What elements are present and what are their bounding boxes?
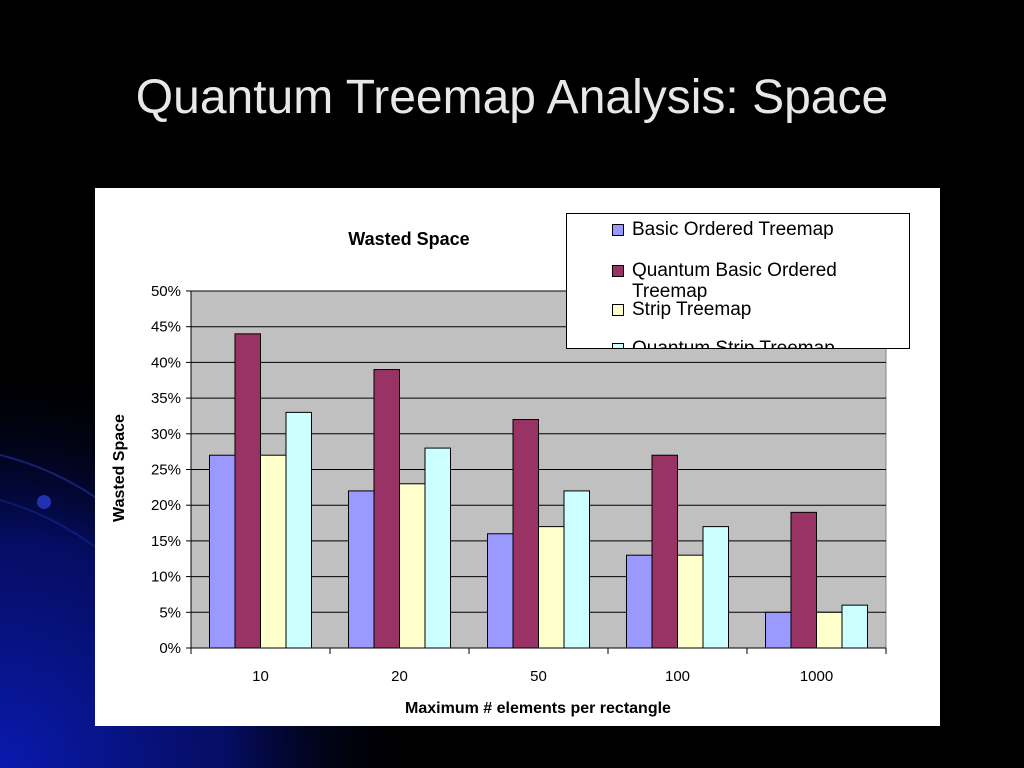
x-tick-label: 1000 xyxy=(800,668,833,685)
y-tick-label: 15% xyxy=(151,533,181,550)
bar xyxy=(626,554,653,649)
bar xyxy=(790,511,817,649)
bar xyxy=(512,419,539,649)
bar xyxy=(348,490,375,649)
x-tick-label: 10 xyxy=(252,668,269,685)
bar xyxy=(373,369,400,649)
legend-item: Strip Treemap xyxy=(612,299,902,320)
bar xyxy=(765,611,792,649)
y-tick-label: 40% xyxy=(151,354,181,371)
legend-swatch xyxy=(612,265,624,277)
bar xyxy=(487,533,514,649)
x-tick-label: 20 xyxy=(391,668,408,685)
bar xyxy=(538,526,565,649)
legend-swatch xyxy=(612,224,624,236)
y-tick-label: 0% xyxy=(159,640,181,657)
y-tick-label: 45% xyxy=(151,319,181,336)
legend-label: Strip Treemap xyxy=(632,299,752,320)
bar xyxy=(424,447,451,649)
y-axis-label: Wasted Space xyxy=(111,414,128,522)
bar xyxy=(234,333,261,649)
y-tick-label: 20% xyxy=(151,497,181,514)
slide-title: Quantum Treemap Analysis: Space xyxy=(135,71,889,124)
bar xyxy=(399,483,426,649)
bar xyxy=(209,454,236,649)
legend-swatch xyxy=(612,304,624,316)
legend-label: Quantum Strip Treemap xyxy=(632,338,835,349)
x-tick-label: 100 xyxy=(665,668,690,685)
legend-label: Basic Ordered Treemap xyxy=(632,219,834,240)
dot-decoration xyxy=(37,495,51,509)
chart-panel: 0% 5% 10% 15% 20% 25% 30% 35% 40% 45% 50% 10 20 50 100… xyxy=(95,188,940,726)
legend-swatch xyxy=(612,343,624,348)
legend-label: Quantum Basic Ordered Treemap xyxy=(632,260,837,302)
chart-legend: Basic Ordered Treemap Quantum Basic Orde… xyxy=(566,213,910,349)
bar xyxy=(563,490,590,649)
bar xyxy=(677,554,704,649)
y-tick-label: 35% xyxy=(151,390,181,407)
legend-item: Quantum Basic Ordered Treemap xyxy=(612,260,902,302)
bar xyxy=(285,411,312,649)
y-tick-label: 30% xyxy=(151,426,181,443)
y-tick-label: 25% xyxy=(151,462,181,479)
chart-title: Wasted Space xyxy=(348,229,469,249)
x-tick-label: 50 xyxy=(530,668,547,685)
bar xyxy=(816,611,843,649)
y-tick-label: 10% xyxy=(151,569,181,586)
bar xyxy=(841,604,868,649)
bar xyxy=(651,454,678,649)
x-axis-label: Maximum # elements per rectangle xyxy=(405,700,671,717)
y-tick-label: 50% xyxy=(151,283,181,300)
bar-chart: 0% 5% 10% 15% 20% 25% 30% 35% 40% 45% 50% 10 20 50 100… xyxy=(111,229,887,717)
bar xyxy=(702,526,729,649)
legend-item: Quantum Strip Treemap xyxy=(612,338,902,349)
y-tick-label: 5% xyxy=(159,604,181,621)
bar xyxy=(260,454,287,649)
legend-item: Basic Ordered Treemap xyxy=(612,219,902,240)
